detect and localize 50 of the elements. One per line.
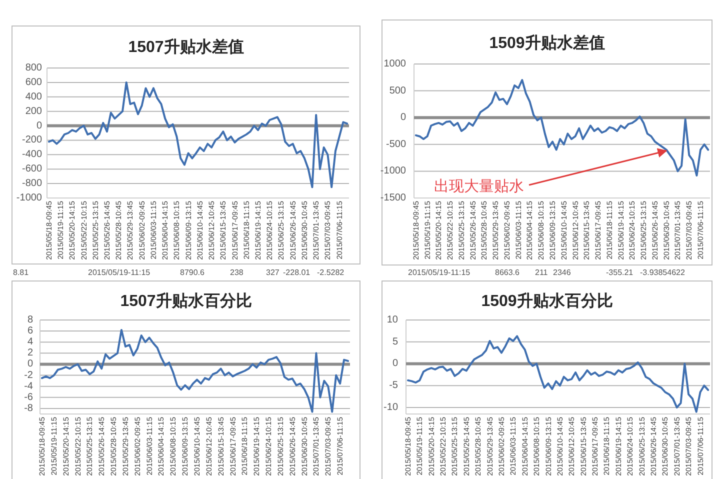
y-tick-label: 200 bbox=[25, 106, 42, 117]
text: 327 bbox=[266, 268, 280, 277]
chart-title: 1509升贴水差值 bbox=[489, 34, 605, 52]
y-tick-label: -400 bbox=[22, 149, 42, 160]
chart-title: 1507升贴水百分比 bbox=[120, 292, 252, 310]
text: 2015/05/19-11:15 bbox=[408, 268, 471, 277]
y-tick-label: -1500 bbox=[380, 192, 406, 204]
y-tick-label: -200 bbox=[22, 134, 42, 146]
y-tick-label: 0 bbox=[36, 120, 42, 132]
text: -355.21 bbox=[606, 268, 634, 277]
y-tick-label: 5 bbox=[392, 336, 398, 348]
y-tick-label: 6 bbox=[27, 326, 34, 337]
text: 8663.6 bbox=[495, 268, 520, 277]
y-tick-label: 600 bbox=[25, 76, 42, 88]
y-tick-label: 400 bbox=[25, 91, 42, 102]
text: -228.01 bbox=[283, 268, 311, 277]
text: 2346 bbox=[553, 268, 572, 277]
line-series bbox=[48, 81, 348, 188]
y-tick-label: -1000 bbox=[380, 166, 406, 177]
text: 211 bbox=[535, 268, 548, 277]
y-tick-label: -4 bbox=[24, 380, 34, 392]
y-tick-label: 8 bbox=[27, 314, 34, 326]
y-tick-label: 800 bbox=[25, 62, 42, 74]
text: 8.81 bbox=[13, 268, 30, 277]
y-tick-label: 2 bbox=[27, 348, 34, 359]
y-tick-label: -10 bbox=[384, 402, 398, 413]
text: 8790.6 bbox=[180, 268, 206, 277]
y-tick-label: -2 bbox=[24, 370, 34, 381]
y-tick-label: -6 bbox=[24, 392, 34, 403]
y-tick-label: -800 bbox=[22, 178, 42, 190]
y-tick-label: 500 bbox=[389, 85, 406, 96]
y-tick-label: 1000 bbox=[384, 58, 406, 70]
text: 2015/05/19-11:15 bbox=[88, 268, 151, 277]
chart-title: 1507升贴水差值 bbox=[128, 38, 244, 56]
line-series bbox=[414, 79, 710, 176]
text: -2.5282 bbox=[317, 268, 345, 277]
y-tick-label: 0 bbox=[392, 358, 398, 370]
y-tick-label: -500 bbox=[386, 138, 406, 150]
chart-title: 1509升贴水百分比 bbox=[481, 292, 613, 310]
text: 238 bbox=[230, 268, 244, 277]
annotation: 出现大量贴水 bbox=[434, 178, 524, 195]
y-tick-label: -8 bbox=[24, 402, 34, 414]
y-tick-label: 10 bbox=[386, 314, 398, 326]
y-tick-label: 0 bbox=[400, 112, 406, 124]
y-tick-label: 0 bbox=[27, 358, 34, 370]
y-tick-label: -1000 bbox=[16, 192, 42, 204]
y-tick-label: -5 bbox=[389, 380, 398, 392]
y-tick-label: -600 bbox=[22, 164, 42, 175]
text: -3.93854622 bbox=[640, 268, 686, 277]
y-tick-label: 4 bbox=[27, 336, 34, 348]
